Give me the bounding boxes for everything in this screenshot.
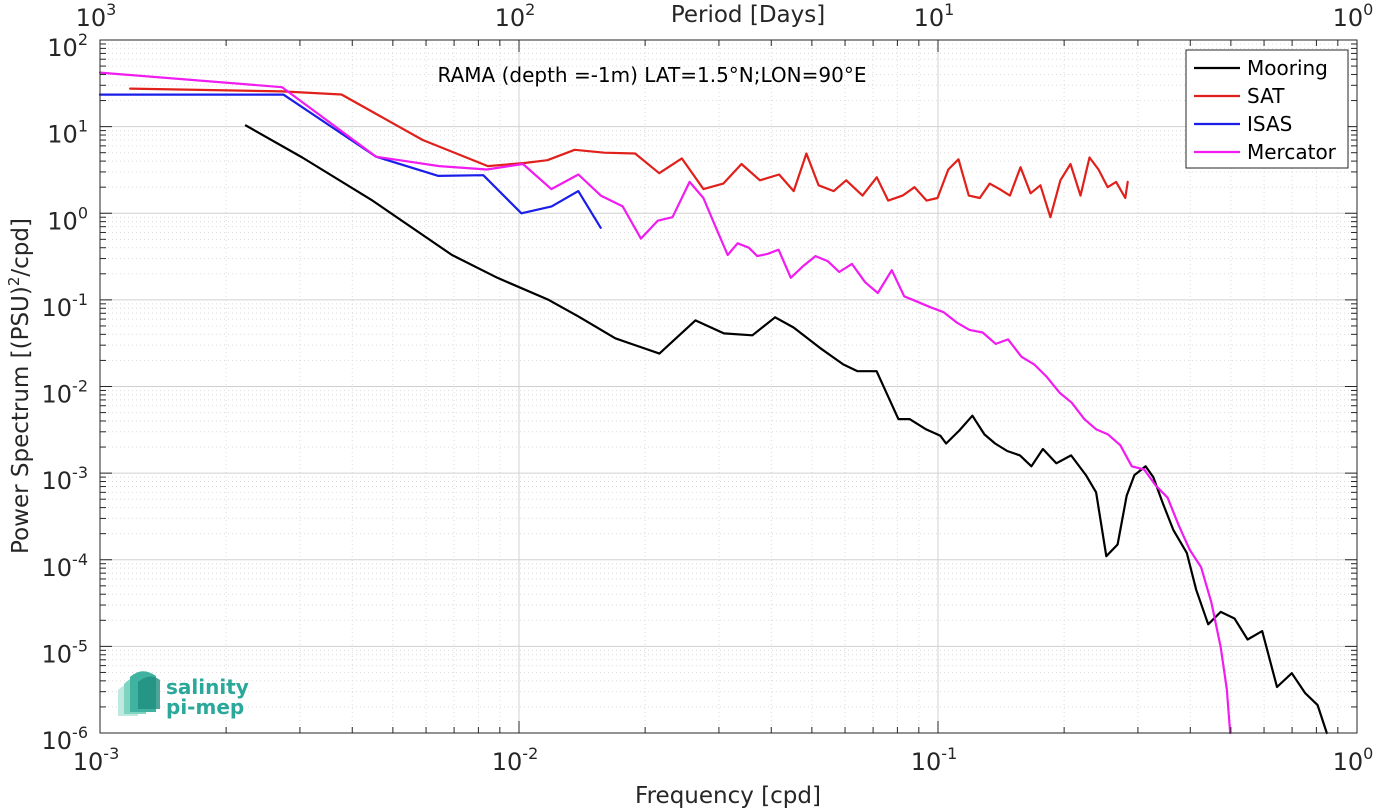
logo-line1: salinity [166,675,249,699]
y-tick-label-base: 10 [42,640,73,668]
y-tick-label-exp: -1 [72,290,88,309]
y-tick-label-exp: 0 [78,203,88,222]
y-tick-label-exp: -2 [72,377,88,396]
y-axis-title-exp: 2 [5,277,23,287]
top-tick-label-base: 10 [1333,4,1364,32]
y-tick-label: 10-6 [42,723,89,755]
top-tick-label: 100 [1333,0,1374,32]
x-tick-label-exp: -3 [103,744,119,763]
logo-wave-icon [118,671,160,716]
y-axis-title: Power Spectrum [(PSU)2/cpd] [5,218,34,554]
y-tick-label-exp: 1 [78,117,88,136]
y-tick-label-base: 10 [47,34,78,62]
x-tick-label-exp: -2 [522,744,538,763]
y-tick-label: 10-5 [42,636,89,668]
x-tick-label-base: 10 [911,748,942,776]
y-tick-label-base: 10 [42,467,73,495]
legend-label-isas: ISAS [1247,112,1292,136]
y-tick-label: 100 [47,203,88,235]
y-tick-label-base: 10 [42,294,73,322]
top-tick-label-base: 10 [76,4,107,32]
x-tick-label-base: 10 [73,748,104,776]
y-tick-label-exp: -5 [72,636,88,655]
y-tick-label-base: 10 [42,381,73,409]
y-tick-label-base: 10 [42,727,73,755]
legend-label-mooring: Mooring [1247,56,1328,80]
y-tick-label-base: 10 [47,121,78,149]
y-tick-label: 10-4 [42,550,89,582]
y-tick-label-base: 10 [42,554,73,582]
x-tick-label-exp: 0 [1363,744,1373,763]
top-tick-label: 102 [495,0,536,32]
x-tick-label-base: 10 [1333,748,1364,776]
top-tick-label-exp: 2 [525,0,535,19]
x-tick-label-base: 10 [492,748,523,776]
x-tick-label: 10-3 [73,744,120,776]
tick-marks [99,39,1358,734]
legend-box [1185,49,1349,169]
y-tick-label: 102 [47,30,88,62]
top-tick-label-base: 10 [914,4,945,32]
top-tick-label-exp: 0 [1363,0,1373,19]
y-axis-title-suffix: /cpd] [8,218,34,277]
chart-annotation: RAMA (depth =-1m) LAT=1.5°N;LON=90°E [438,63,867,87]
y-tick-label: 101 [47,117,88,149]
y-tick-label: 10-2 [42,377,89,409]
top-tick-label: 101 [914,0,955,32]
top-tick-label: 103 [76,0,117,32]
legend-label-mercator: Mercator [1247,140,1337,164]
y-tick-label-exp: -3 [72,463,88,482]
legend: Mooring SAT ISAS Mercator [1185,49,1349,169]
x-tick-label-exp: -1 [941,744,957,763]
y-axis-title-main: Power Spectrum [(PSU) [8,286,34,554]
y-tick-label-exp: -6 [72,723,88,742]
x-tick-label: 100 [1333,744,1374,776]
legend-items: Mooring SAT ISAS Mercator [1194,56,1337,164]
x-tick-label: 10-2 [492,744,539,776]
series-line-mercator [98,71,1232,735]
top-tick-label-exp: 3 [106,0,116,19]
y-tick-label-exp: 2 [78,30,88,49]
top-axis-title: Period [Days] [671,2,825,28]
y-tick-label: 10-1 [42,290,89,322]
top-tick-label-exp: 1 [944,0,954,19]
top-tick-label-base: 10 [495,4,526,32]
series-layer [98,71,1328,735]
y-tick-label: 10-3 [42,463,89,495]
logo-line2: pi-mep [166,695,244,719]
y-tick-label-base: 10 [47,207,78,235]
y-tick-label-exp: -4 [72,550,88,569]
x-axis-title: Frequency [cpd] [635,783,821,809]
legend-label-sat: SAT [1247,84,1285,108]
salinity-pimep-logo: salinity pi-mep [118,671,249,719]
x-tick-label: 10-1 [911,744,958,776]
